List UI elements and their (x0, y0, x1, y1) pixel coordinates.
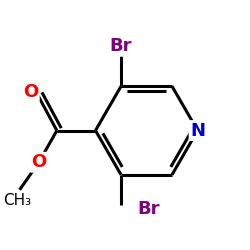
Text: O: O (23, 83, 38, 101)
Text: CH₃: CH₃ (3, 192, 31, 208)
Text: Br: Br (110, 37, 132, 55)
Text: Br: Br (138, 200, 160, 218)
Text: N: N (190, 122, 205, 140)
Text: O: O (31, 153, 46, 171)
